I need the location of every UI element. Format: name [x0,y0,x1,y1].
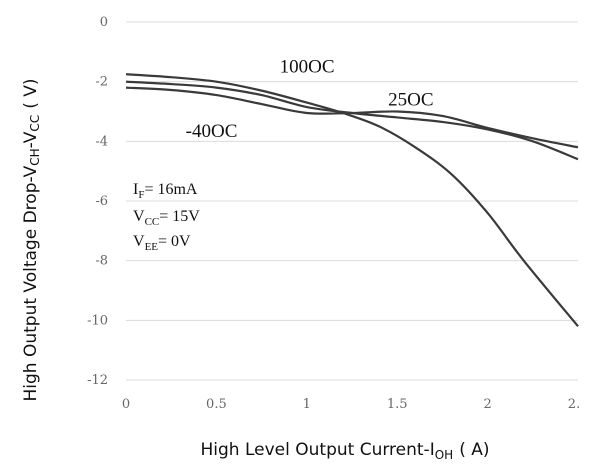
y-tick-label: -8 [95,254,108,269]
grid-layer [126,21,578,381]
x-tick-label: 0.5 [206,397,227,412]
y-tick-label: -6 [95,194,108,209]
x-tick-label: 2. [568,397,580,412]
series-annotations: 100OC 25OC -40OC [186,57,434,142]
y-tick-label: -10 [87,313,108,328]
y-tick-label: -4 [95,134,108,149]
series-layer [125,73,579,328]
x-tick-label: 2 [483,397,491,412]
series-annotation: 100OC [280,57,335,78]
y-axis-title: High Output Voltage Drop-VCH-VCC( V) [21,78,42,401]
x-axis-title: High Level Output Current-IOH( A) [201,440,490,462]
x-tick-label: 1 [303,397,311,412]
y-tick-label: -12 [87,373,108,388]
y-tick-label: 0 [100,15,108,30]
y-tick-labels: 0 -2 -4 -6 -8 -10 -12 [87,15,108,388]
condition-if: IF= 16mA [133,181,198,201]
test-conditions: IF= 16mA VCC= 15V VEE= 0V [133,181,200,253]
x-tick-label: 1.5 [387,397,408,412]
series-line-2 [125,86,579,149]
y-tick-label: -2 [95,75,108,90]
x-tick-labels: 0 0.5 1 1.5 2 2. [122,397,580,412]
series-line-0 [125,73,579,328]
series-annotation: -40OC [186,121,238,142]
condition-vee: VEE= 0V [133,233,191,253]
x-tick-label: 0 [122,397,130,412]
condition-vcc: VCC= 15V [133,208,200,228]
series-annotation: 25OC [388,90,433,111]
